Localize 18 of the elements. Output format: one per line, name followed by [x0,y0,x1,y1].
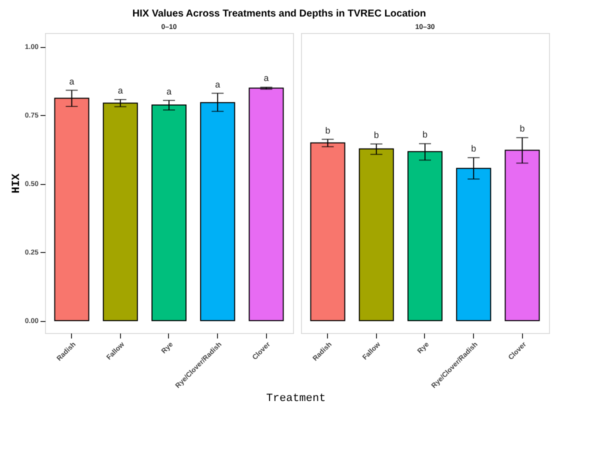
annotation: b [374,130,379,140]
bar [310,142,346,322]
bar [151,104,187,322]
annotation: a [264,73,269,84]
annotation: a [215,79,220,90]
annotation: b [325,125,330,136]
annotation: b [422,130,428,140]
annotation: a [69,76,74,86]
x-axis-title: Treatment [266,393,326,405]
annotation: a [118,86,123,96]
bar [102,102,138,322]
chart-title: HIX Values Across Treatments and Depths in TVREC Location [132,8,426,20]
annotation: b [520,124,525,134]
bar [248,88,284,322]
annotation: b [471,144,476,154]
y-axis-title: HIX [10,173,23,194]
annotation: a [166,86,172,96]
bar [358,148,394,322]
